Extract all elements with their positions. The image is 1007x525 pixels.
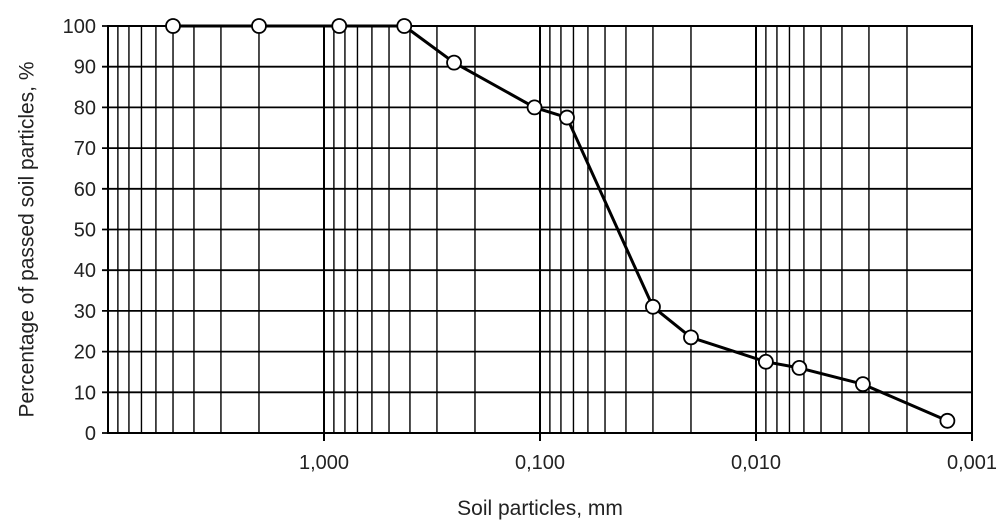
- series-layer: [165, 18, 956, 429]
- y-tick-label: 10: [74, 382, 96, 404]
- data-point: [396, 18, 413, 34]
- y-tick-label: 90: [74, 57, 96, 79]
- y-tick-labels: 0 10 20 30 40 50 60 70 80 90 100: [63, 16, 96, 445]
- data-point: [791, 359, 808, 376]
- x-axis-title: Soil particles, mm: [457, 497, 623, 520]
- y-tick-label: 30: [74, 301, 96, 323]
- data-point: [854, 376, 871, 393]
- y-tick-label: 100: [63, 16, 96, 38]
- data-point: [559, 109, 575, 126]
- data-point: [165, 18, 181, 34]
- x-tick-label: 0,100: [515, 452, 565, 474]
- data-point: [331, 18, 348, 34]
- x-tick-label: 1,000: [299, 452, 349, 474]
- data-point: [939, 412, 956, 429]
- x-tick-label: 0,010: [731, 452, 781, 474]
- y-tick-label: 20: [74, 342, 96, 364]
- data-point: [446, 54, 462, 71]
- data-point: [683, 329, 699, 346]
- y-tick-label: 40: [74, 260, 96, 282]
- x-tick-labels: 1,000 0,100 0,010 0,001: [299, 433, 997, 474]
- y-tick-label: 70: [74, 138, 96, 160]
- y-axis-title: Percentage of passed soil particles, %: [16, 61, 39, 417]
- y-tick-label: 60: [74, 179, 96, 201]
- x-tick-label: 0,001: [947, 452, 997, 474]
- data-point: [645, 298, 661, 315]
- y-tick-label: 80: [74, 97, 96, 119]
- data-point: [757, 353, 774, 370]
- data-point: [251, 18, 267, 34]
- y-tick-label: 50: [74, 220, 96, 242]
- data-point: [526, 99, 543, 116]
- y-tick-label: 0: [85, 423, 96, 445]
